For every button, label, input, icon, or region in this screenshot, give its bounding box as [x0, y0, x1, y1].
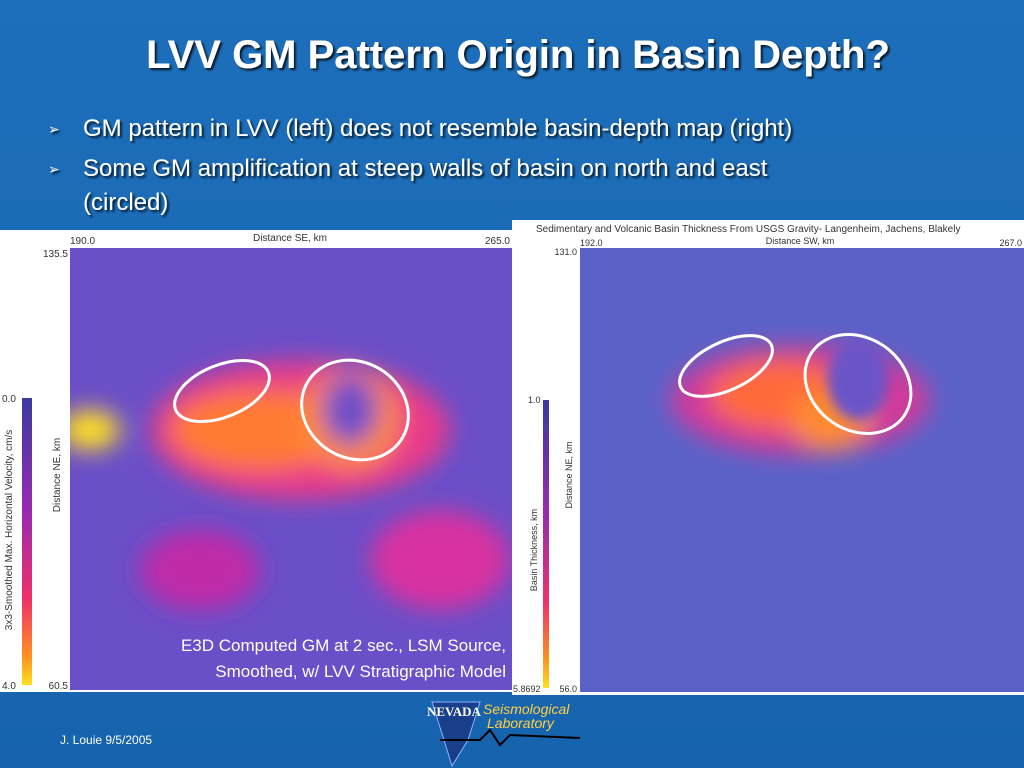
colorbar-label: 3x3-Smoothed Max. Horizontal Velocity, c… [4, 430, 15, 630]
bullet-icon: ➢ [48, 121, 60, 137]
left-heatmap [70, 248, 512, 690]
axis-tick-label: 265.0 [485, 236, 510, 247]
colorbar-label: Basin Thickness, km [529, 509, 539, 591]
circle-marker [678, 334, 774, 398]
right-heatmap [580, 248, 1024, 692]
caption: Smoothed, w/ LVV Stratigraphic Model [215, 662, 506, 681]
axis-label: Distance NE, km [52, 438, 63, 512]
circle-marker [173, 358, 271, 424]
circle-marker [803, 332, 913, 436]
axis-label: Distance SW, km [766, 236, 835, 246]
bullet: GM pattern in LVV (left) does not resemb… [83, 115, 792, 142]
axis-tick-label: 131.0 [554, 247, 577, 257]
axis-tick-label: 192.0 [580, 238, 603, 248]
colorbar [543, 400, 549, 688]
logo-name: NEVADA [427, 704, 482, 719]
colorbar-tick-label: 1.0 [528, 395, 541, 405]
axis-tick-label: 56.0 [559, 684, 577, 694]
colorbar-tick-label: 4.0 [2, 681, 16, 692]
colorbar-tick-label: 5.8692 [513, 684, 541, 694]
axis-tick-label: 60.5 [49, 681, 69, 692]
footer-author: J. Louie 9/5/2005 [60, 733, 152, 747]
colorbar [22, 398, 32, 685]
map-title: Sedimentary and Volcanic Basin Thickness… [536, 224, 960, 235]
axis-tick-label: 135.5 [43, 249, 68, 260]
bullet-list: ➢ GM pattern in LVV (left) does not rese… [48, 115, 792, 216]
circle-marker [300, 358, 410, 462]
colorbar-tick-label: 0.0 [2, 394, 16, 405]
logo: NEVADA Seismological Laboratory [427, 701, 581, 768]
axis-tick-label: 190.0 [70, 236, 95, 247]
bullet: (circled) [83, 189, 168, 216]
axis-tick-label: 267.0 [999, 238, 1022, 248]
axis-label: Distance NE, km [564, 441, 574, 508]
logo-text: Laboratory [487, 715, 555, 731]
logo-text: Seismological [483, 701, 570, 717]
slide-title: LVV GM Pattern Origin in Basin Depth? [146, 33, 890, 77]
caption: E3D Computed GM at 2 sec., LSM Source, [181, 636, 506, 655]
bullet: Some GM amplification at steep walls of … [83, 155, 768, 182]
axis-label: Distance SE, km [253, 233, 327, 244]
bullet-icon: ➢ [48, 161, 60, 177]
